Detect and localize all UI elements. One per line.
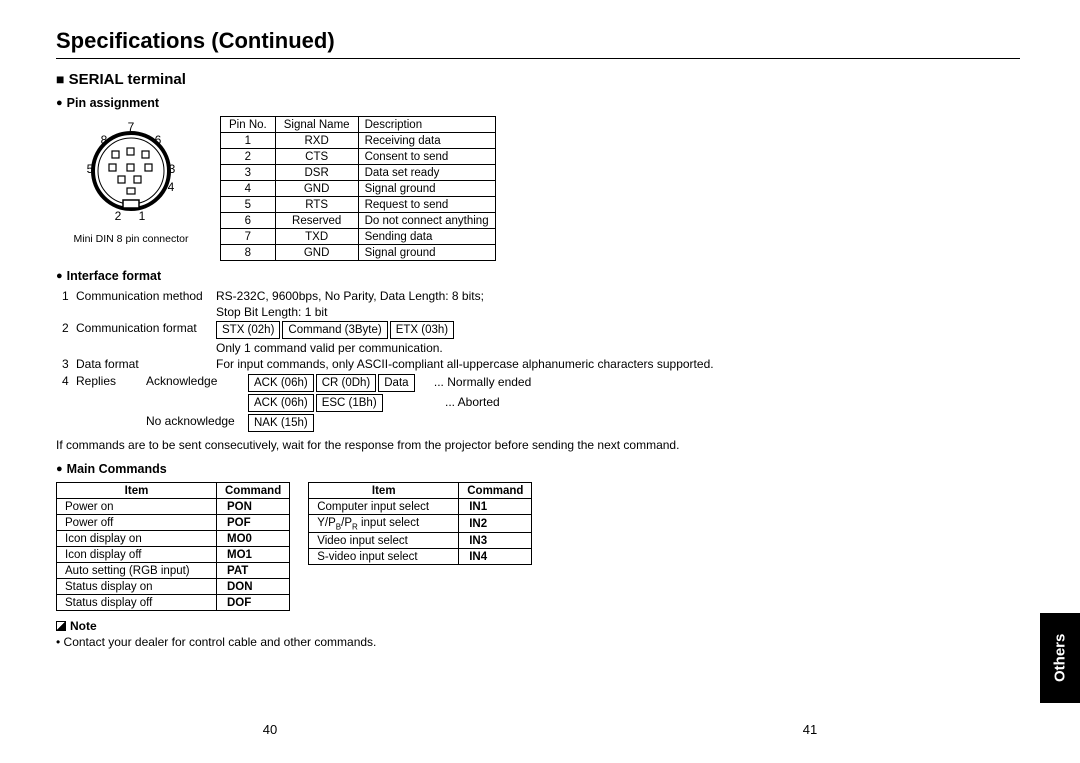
commands-table-left: ItemCommand Power onPON Power offPOF Ico…: [56, 482, 290, 611]
interface-note: If commands are to be sent consecutively…: [56, 438, 1020, 452]
pin-assignment-heading: ●Pin assignment: [56, 96, 1020, 110]
svg-text:5: 5: [87, 162, 94, 176]
page-title: Specifications (Continued): [56, 28, 1020, 59]
pin-assignment-table: Pin No. Signal Name Description 1RXDRece…: [220, 116, 496, 261]
svg-text:4: 4: [168, 180, 175, 194]
interface-format-heading: ●Interface format: [56, 269, 1020, 283]
svg-text:2: 2: [115, 209, 122, 223]
side-tab-others: Others: [1040, 613, 1080, 703]
commands-table-right: ItemCommand Computer input selectIN1 Y/P…: [308, 482, 532, 565]
svg-text:3: 3: [169, 162, 176, 176]
svg-text:8: 8: [101, 133, 108, 147]
main-commands-heading: ●Main Commands: [56, 462, 1020, 476]
page-numbers: 40 41: [0, 722, 1080, 737]
section-heading: ■ SERIAL terminal: [56, 71, 1020, 88]
svg-text:7: 7: [128, 120, 135, 134]
connector-diagram: 7 8 6 5 3 4 2 1 Mini DIN 8 pin connector: [56, 116, 206, 245]
note-text: • Contact your dealer for control cable …: [56, 635, 1020, 649]
interface-format-content: 1 Communication method RS-232C, 9600bps,…: [62, 289, 1020, 432]
svg-text:6: 6: [155, 133, 162, 147]
note-heading: Note: [56, 619, 1020, 633]
svg-text:1: 1: [139, 209, 146, 223]
